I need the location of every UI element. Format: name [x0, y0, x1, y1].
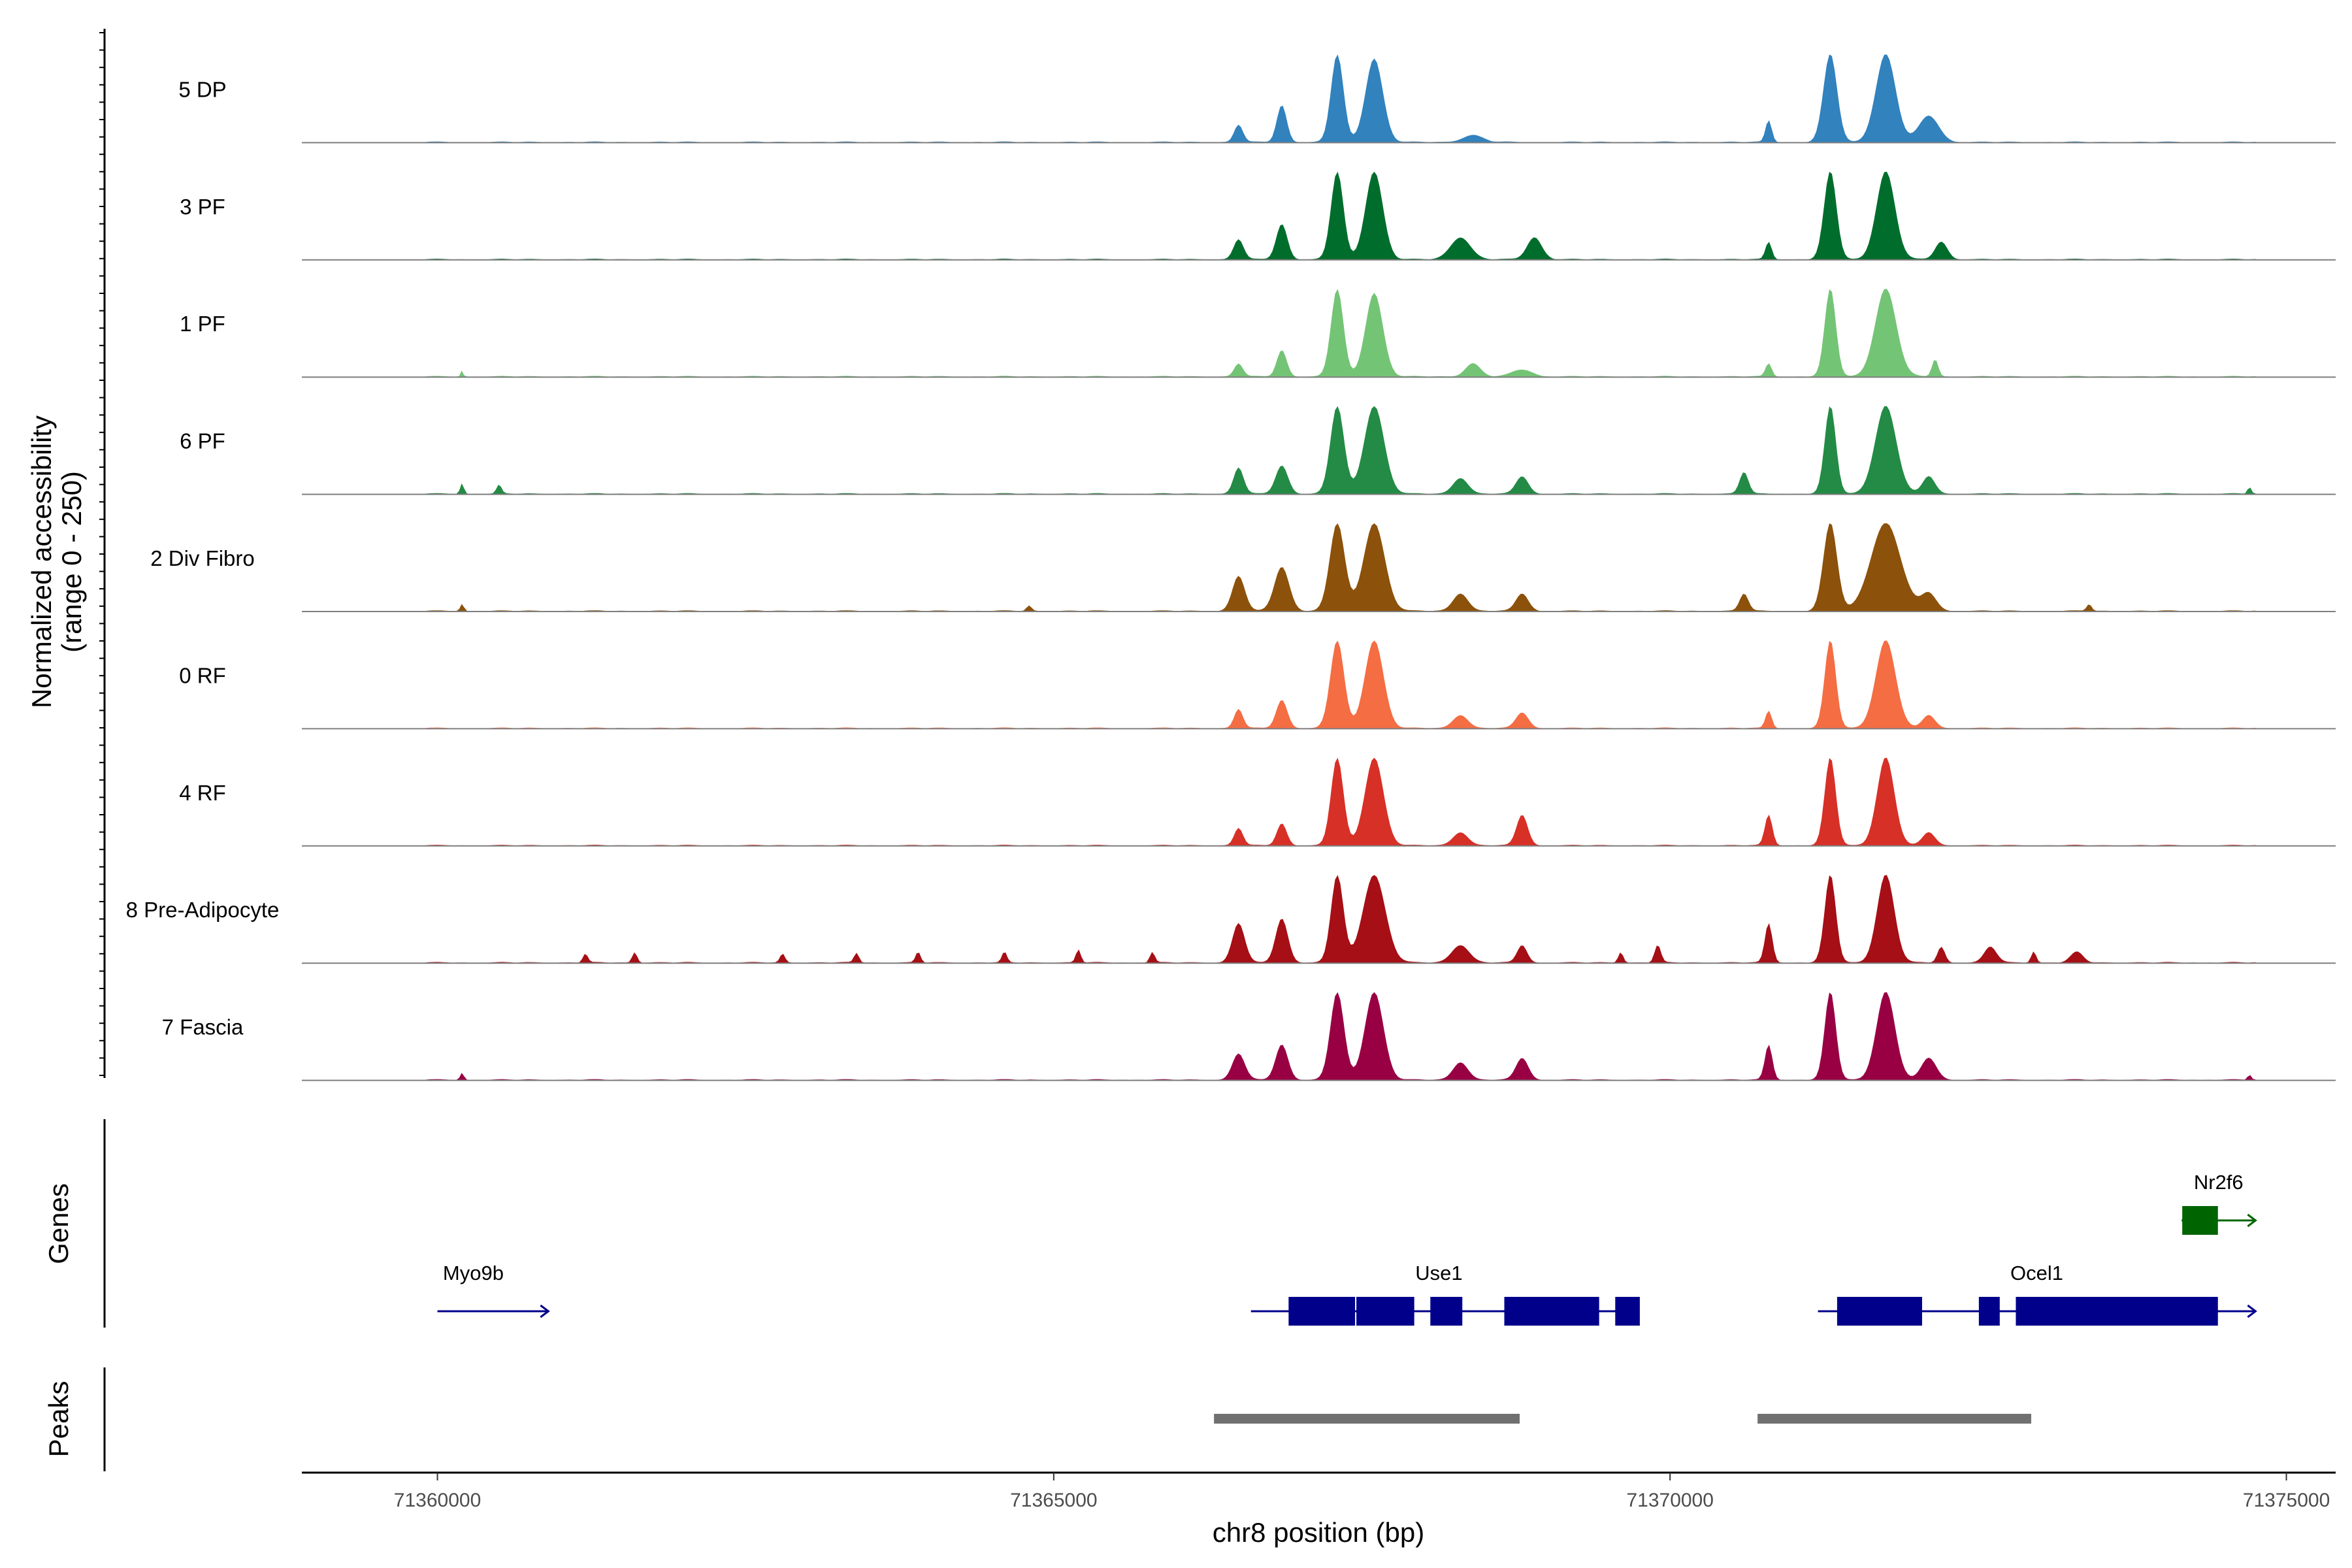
track-label: 0 RF: [179, 663, 226, 687]
coverage-area: [425, 406, 2256, 495]
exon: [2182, 1206, 2218, 1235]
coverage-area: [425, 640, 2256, 729]
track-label: 6 PF: [180, 429, 225, 453]
coverage-area: [425, 992, 2256, 1081]
x-tick-label: 71370000: [1626, 1490, 1713, 1511]
coverage-area: [425, 54, 2256, 143]
gene-annotations: Myo9b Use1 Ocel1 Nr2f6: [437, 1171, 2257, 1326]
coverage-area: [425, 875, 2256, 964]
coverage-y-axis-ticks: [99, 32, 105, 1076]
x-axis-ticks: 71360000 71365000 71370000 71375000: [394, 1473, 2330, 1511]
peaks-track-label: Peaks: [43, 1381, 74, 1458]
track-8-pre-adipocyte: 8 Pre-Adipocyte: [126, 875, 2336, 964]
track-label: 7 Fascia: [162, 1015, 244, 1039]
x-tick-label: 71360000: [394, 1490, 481, 1511]
coverage-tracks: 5 DP 3 PF 1 PF 6 PF 2 Div Fibro 0 RF 4 RF 8 Pre…: [126, 54, 2336, 1081]
exon: [1288, 1297, 1356, 1326]
track-label: 1 PF: [180, 312, 225, 336]
coverage-area: [425, 757, 2256, 846]
track-0-rf: 0 RF: [179, 640, 2336, 730]
peak-region: [1214, 1414, 1520, 1424]
track-3-pf: 3 PF: [180, 171, 2336, 261]
exon: [1978, 1297, 2000, 1326]
strand-arrow: [2247, 1213, 2257, 1228]
track-label: 2 Div Fibro: [150, 546, 255, 570]
gene-name: Use1: [1415, 1262, 1462, 1284]
gene-name: Nr2f6: [2194, 1171, 2244, 1194]
track-4-rf: 4 RF: [179, 757, 2336, 847]
exon: [1504, 1297, 1599, 1326]
track-6-pf: 6 PF: [180, 406, 2336, 495]
coverage-area: [425, 289, 2256, 378]
exon: [1356, 1297, 1414, 1326]
exon: [1837, 1297, 1922, 1326]
track-label: 8 Pre-Adipocyte: [126, 898, 280, 922]
x-tick-label: 71365000: [1010, 1490, 1097, 1511]
coverage-area: [425, 523, 2256, 612]
exon: [2016, 1297, 2218, 1326]
gene-name: Ocel1: [2010, 1262, 2063, 1284]
track-1-pf: 1 PF: [180, 289, 2336, 378]
x-tick-label: 71375000: [2243, 1490, 2330, 1511]
x-axis-title: chr8 position (bp): [1213, 1517, 1425, 1548]
track-label: 3 PF: [180, 195, 225, 219]
strand-arrow: [2247, 1304, 2257, 1318]
gene-myo9b: Myo9b: [437, 1262, 550, 1318]
gene-use1: Use1: [1250, 1262, 1640, 1326]
y-axis-title: Normalized accessibility: [26, 416, 57, 708]
gene-nr2f6: Nr2f6: [2181, 1171, 2257, 1235]
gene-name: Myo9b: [443, 1262, 504, 1284]
strand-arrow: [540, 1304, 550, 1318]
gene-ocel1: Ocel1: [1818, 1262, 2257, 1326]
coverage-area: [425, 171, 2256, 260]
peak-region: [1757, 1414, 2031, 1424]
y-axis-subtitle: (range 0 - 250): [56, 471, 87, 653]
peak-regions: [1214, 1414, 2031, 1424]
track-7-fascia: 7 Fascia: [162, 992, 2336, 1081]
track-2-div-fibro: 2 Div Fibro: [150, 523, 2336, 612]
track-label: 4 RF: [179, 781, 226, 805]
exon: [1615, 1297, 1640, 1326]
genes-track-label: Genes: [43, 1183, 74, 1264]
track-5-dp: 5 DP: [178, 54, 2336, 144]
exon: [1430, 1297, 1463, 1326]
track-label: 5 DP: [178, 77, 226, 101]
